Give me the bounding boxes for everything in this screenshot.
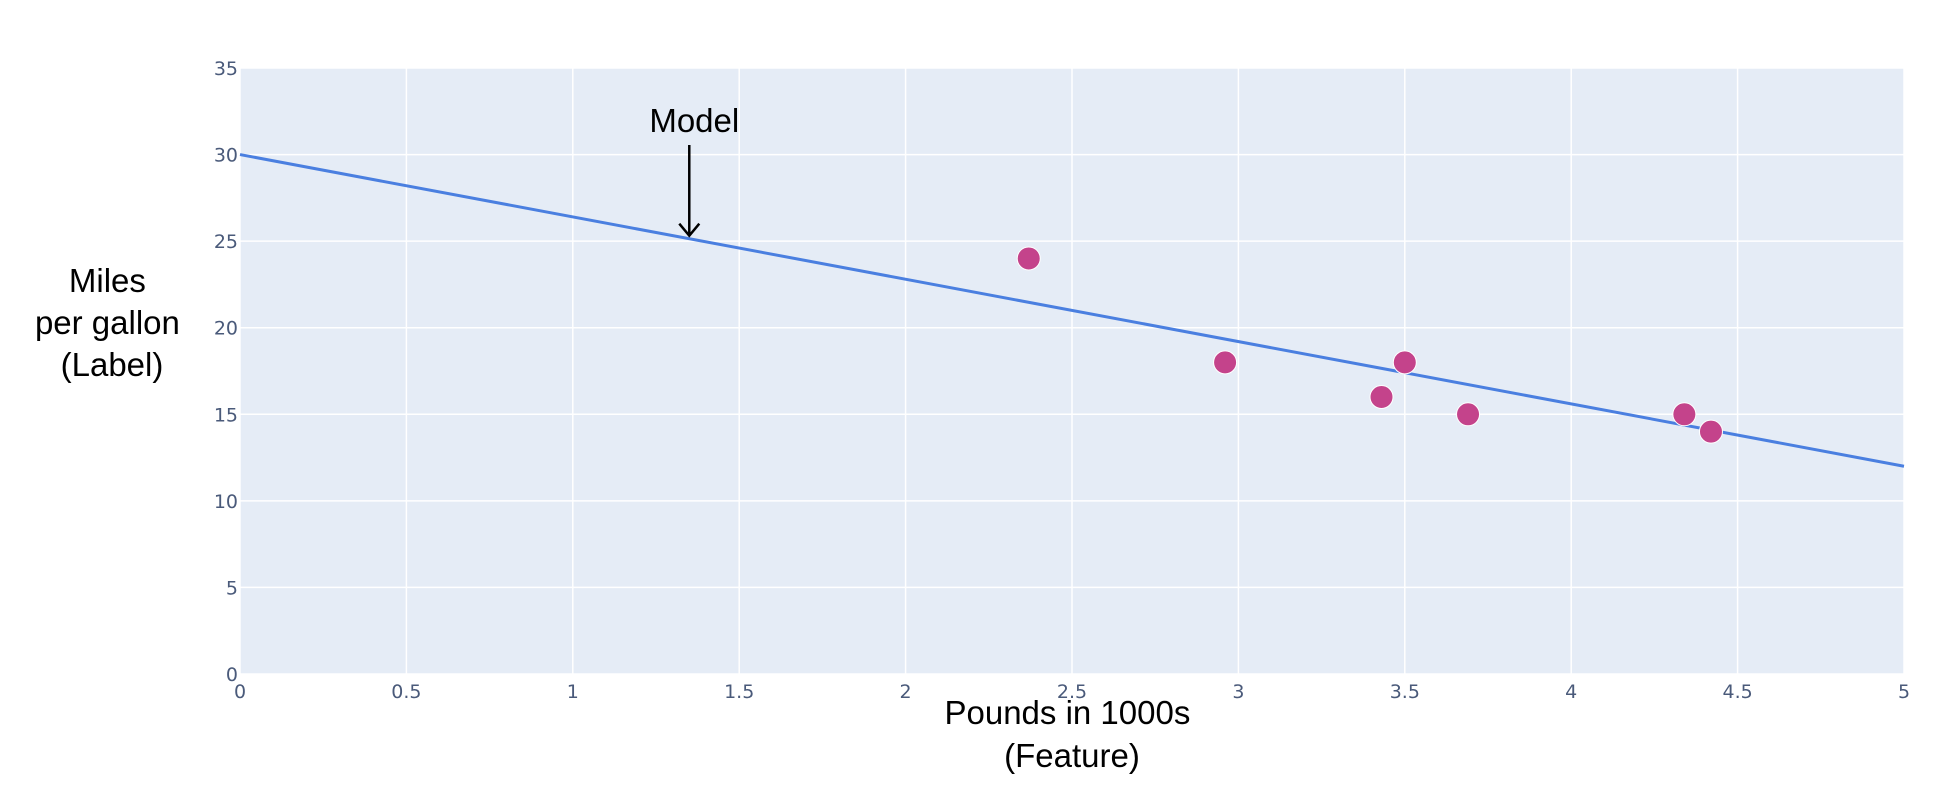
data-point <box>1213 350 1238 375</box>
data-point <box>1369 384 1394 409</box>
y-tick-label: 25 <box>214 231 238 253</box>
data-point <box>1698 419 1723 444</box>
data-point <box>1016 246 1041 271</box>
y-tick-label: 10 <box>214 491 238 513</box>
model-line <box>239 153 1905 468</box>
y-tick-label: 0 <box>226 664 238 686</box>
x-tick-label: 4 <box>1565 681 1577 703</box>
y-tick-label: 20 <box>214 318 238 340</box>
data-point <box>1672 402 1697 427</box>
x-tick-label: 0.5 <box>391 681 421 703</box>
y-tick-labels: 0 5 10 15 20 25 30 35 <box>214 58 238 686</box>
x-tick-label: 2 <box>900 681 912 703</box>
data-point <box>1456 402 1481 427</box>
x-tick-label: 1.5 <box>724 681 754 703</box>
annotation-arrow-head <box>678 222 701 238</box>
x-tick-label: 0 <box>234 681 246 703</box>
x-tick-label: 3 <box>1232 681 1244 703</box>
x-tick-label: 4.5 <box>1722 681 1752 703</box>
y-axis-title: Miles per gallon (Label) <box>35 262 189 383</box>
x-axis-title-line-2: (Feature) <box>1004 737 1140 774</box>
x-axis-title: Pounds in 1000s (Feature) <box>944 694 1199 774</box>
x-axis-title-line-1: Pounds in 1000s <box>944 694 1190 731</box>
x-tick-label: 3.5 <box>1390 681 1420 703</box>
y-tick-label: 30 <box>214 145 238 167</box>
data-points <box>1016 246 1723 444</box>
x-tick-label: 2.5 <box>1057 681 1087 703</box>
x-tick-labels: 0 0.5 1 1.5 2 2.5 3 3.5 4 4.5 5 <box>234 681 1910 703</box>
y-tick-label: 35 <box>214 58 238 80</box>
y-axis-title-line-1: Miles <box>69 262 146 299</box>
grid-lines <box>239 67 1905 675</box>
y-axis-title-line-3: (Label) <box>61 346 164 383</box>
x-tick-label: 1 <box>567 681 579 703</box>
y-tick-label: 5 <box>226 577 238 599</box>
x-tick-label: 5 <box>1898 681 1910 703</box>
model-annotation: Model <box>649 102 739 238</box>
y-axis-title-line-2: per gallon <box>35 304 180 341</box>
model-annotation-label: Model <box>649 102 739 139</box>
data-point <box>1392 350 1417 375</box>
y-tick-label: 15 <box>214 404 238 426</box>
